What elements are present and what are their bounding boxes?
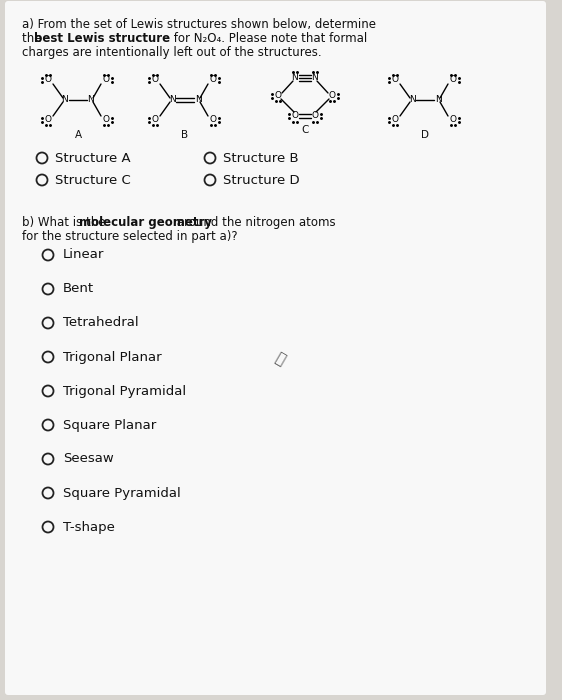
Text: O: O bbox=[102, 116, 110, 125]
Text: O: O bbox=[292, 111, 298, 120]
Text: O: O bbox=[152, 116, 158, 125]
Text: N: N bbox=[409, 95, 415, 104]
Text: N: N bbox=[62, 95, 69, 104]
Text: for N₂O₄. Please note that formal: for N₂O₄. Please note that formal bbox=[170, 32, 367, 45]
Text: Structure B: Structure B bbox=[223, 151, 298, 164]
Text: O: O bbox=[450, 116, 456, 125]
Text: N: N bbox=[311, 74, 319, 83]
Text: O: O bbox=[392, 116, 398, 125]
Text: O: O bbox=[152, 76, 158, 85]
Text: Structure D: Structure D bbox=[223, 174, 300, 186]
Text: Structure C: Structure C bbox=[55, 174, 131, 186]
Text: O: O bbox=[392, 76, 398, 85]
Text: molecular geometry: molecular geometry bbox=[79, 216, 212, 229]
Text: b) What is the: b) What is the bbox=[22, 216, 109, 229]
Text: N: N bbox=[194, 95, 201, 104]
Text: Structure A: Structure A bbox=[55, 151, 130, 164]
Text: D: D bbox=[421, 130, 429, 140]
Text: Linear: Linear bbox=[63, 248, 105, 262]
Text: T-shape: T-shape bbox=[63, 521, 115, 533]
Text: 👍: 👍 bbox=[273, 350, 288, 368]
Text: N: N bbox=[169, 95, 175, 104]
Text: O: O bbox=[102, 76, 110, 85]
Text: A: A bbox=[74, 130, 81, 140]
Text: O: O bbox=[210, 76, 216, 85]
Text: Square Planar: Square Planar bbox=[63, 419, 156, 431]
Text: Seesaw: Seesaw bbox=[63, 452, 114, 466]
Text: around the nitrogen atoms: around the nitrogen atoms bbox=[173, 216, 336, 229]
Text: B: B bbox=[182, 130, 189, 140]
Text: O: O bbox=[311, 111, 319, 120]
Text: Tetrahedral: Tetrahedral bbox=[63, 316, 139, 330]
Text: O: O bbox=[210, 116, 216, 125]
Text: N: N bbox=[88, 95, 94, 104]
Text: a) From the set of Lewis structures shown below, determine: a) From the set of Lewis structures show… bbox=[22, 18, 376, 31]
Text: O: O bbox=[44, 116, 52, 125]
Text: for the structure selected in part a)?: for the structure selected in part a)? bbox=[22, 230, 238, 243]
Text: best Lewis structure: best Lewis structure bbox=[34, 32, 170, 45]
Text: N: N bbox=[434, 95, 441, 104]
Text: N: N bbox=[292, 74, 298, 83]
FancyBboxPatch shape bbox=[5, 1, 546, 695]
Text: O: O bbox=[329, 92, 336, 101]
Text: Square Pyramidal: Square Pyramidal bbox=[63, 486, 181, 500]
Text: C: C bbox=[301, 125, 309, 135]
Text: Bent: Bent bbox=[63, 283, 94, 295]
Text: Trigonal Pyramidal: Trigonal Pyramidal bbox=[63, 384, 186, 398]
Text: the: the bbox=[22, 32, 46, 45]
Text: O: O bbox=[450, 76, 456, 85]
Text: O: O bbox=[274, 92, 282, 101]
Text: Trigonal Planar: Trigonal Planar bbox=[63, 351, 162, 363]
Text: charges are intentionally left out of the structures.: charges are intentionally left out of th… bbox=[22, 46, 321, 59]
Text: O: O bbox=[44, 76, 52, 85]
